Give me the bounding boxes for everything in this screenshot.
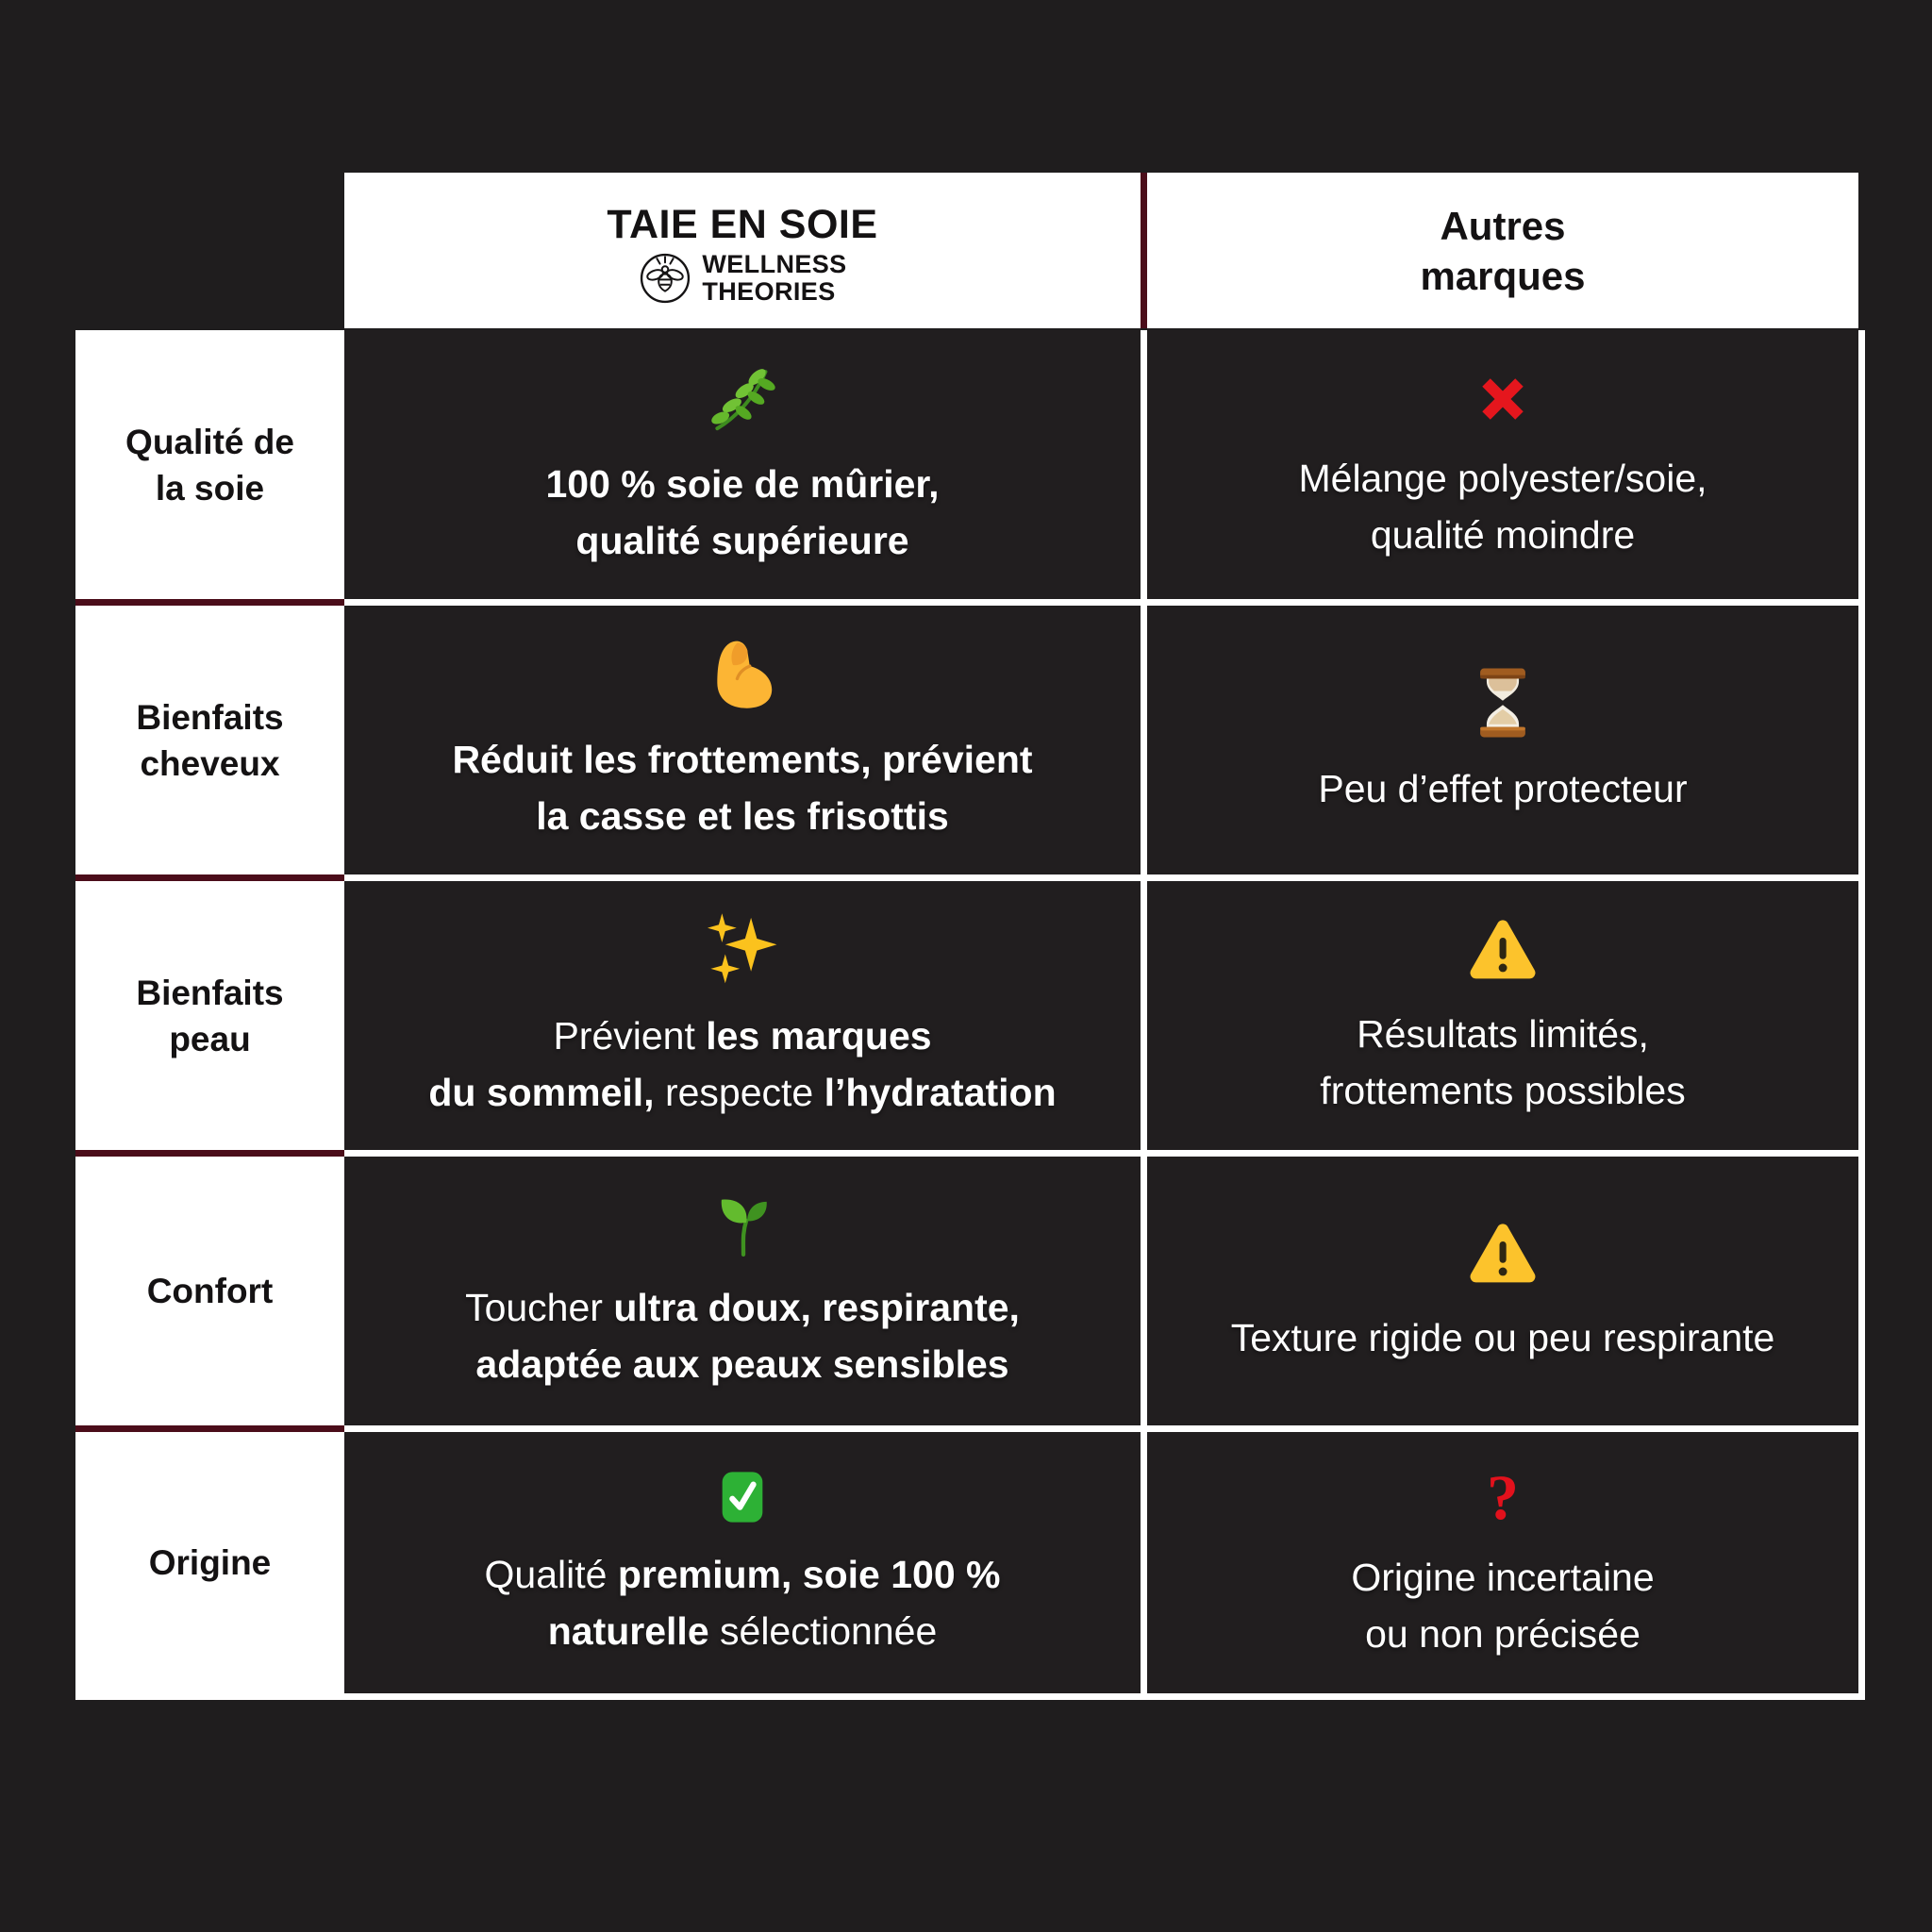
row-label-line: Qualité de xyxy=(125,422,294,461)
header-others-cell: Autres marques xyxy=(1147,173,1858,328)
header-brand-cell: TAIE EN SOIE WELLNESS THEORIES xyxy=(344,173,1147,328)
cell-text-line: adaptée aux peaux sensibles xyxy=(475,1341,1009,1386)
others-cell-bienfaits-peau: Résultats limités, frottements possibles xyxy=(1147,881,1865,1157)
brand-cell-bienfaits-peau: Prévient les marques du sommeil, respecte… xyxy=(344,881,1147,1157)
table-row-confort: Confort Toucher ultra doux, respirante, a… xyxy=(75,1157,1865,1432)
cell-text: Toucher ultra doux, respirante, adaptée a… xyxy=(465,1279,1020,1392)
row-label-line: cheveux xyxy=(140,743,280,783)
cross-mark-icon xyxy=(1471,367,1535,431)
table-row-qualite-de-la-soie: Qualité de la soie 100 % soie de mûrier, q… xyxy=(75,330,1865,606)
red-question-icon: ? xyxy=(1487,1460,1519,1533)
row-label-qualite-de-la-soie: Qualité de la soie xyxy=(75,330,344,606)
row-label-bienfaits-peau: Bienfaits peau xyxy=(75,881,344,1157)
others-cell-confort: Texture rigide ou peu respirante xyxy=(1147,1157,1865,1432)
cell-text-line: du sommeil, respecte l’hydratation xyxy=(428,1070,1057,1114)
brand-cell-confort: Toucher ultra doux, respirante, adaptée a… xyxy=(344,1157,1147,1432)
cell-text-line: ou non précisée xyxy=(1365,1611,1641,1656)
cell-text-line: Texture rigide ou peu respirante xyxy=(1230,1315,1775,1359)
warning-icon xyxy=(1466,913,1540,987)
cell-text-line: Résultats limités, xyxy=(1357,1011,1649,1056)
others-cell-bienfaits-cheveux: Peu d’effet protecteur xyxy=(1147,606,1865,881)
table-row-bienfaits-peau: Bienfaits peau Prévient les marques du som… xyxy=(75,881,1865,1157)
brand-cell-bienfaits-cheveux: Réduit les frottements, prévient la casse… xyxy=(344,606,1147,881)
brand-name-line1: WELLNESS xyxy=(702,249,847,278)
brand-name-line2: THEORIES xyxy=(702,276,836,306)
brand-cell-origine: Qualité premium, soie 100 % naturelle sél… xyxy=(344,1432,1147,1700)
row-label-bienfaits-cheveux: Bienfaits cheveux xyxy=(75,606,344,881)
table-header-row: TAIE EN SOIE WELLNESS THEORIES xyxy=(344,173,1865,328)
comparison-table: TAIE EN SOIE WELLNESS THEORIES xyxy=(75,173,1865,1700)
cell-text-line: naturelle sélectionnée xyxy=(547,1608,938,1653)
others-header-line2: marques xyxy=(1420,253,1586,298)
row-label-line: la soie xyxy=(155,468,265,508)
cell-text-line: qualité supérieure xyxy=(575,518,909,562)
cell-text: Peu d’effet protecteur xyxy=(1318,760,1687,817)
seedling-icon xyxy=(708,1191,777,1260)
flexed-biceps-icon xyxy=(705,637,780,712)
cell-text: Mélange polyester/soie, qualité moindre xyxy=(1298,450,1707,563)
cell-text-line: Toucher ultra doux, respirante, xyxy=(465,1285,1020,1329)
brand-cell-qualite-de-la-soie: 100 % soie de mûrier, qualité supérieure xyxy=(344,330,1147,606)
cell-text-line: Origine incertaine xyxy=(1351,1555,1655,1599)
hourglass-icon xyxy=(1464,664,1541,741)
table-row-bienfaits-cheveux: Bienfaits cheveux Réduit les frottements,… xyxy=(75,606,1865,881)
cell-text-line: la casse et les frisottis xyxy=(536,793,949,838)
row-label-line: Origine xyxy=(148,1543,272,1582)
cell-text: 100 % soie de mûrier, qualité supérieure xyxy=(545,456,939,569)
table-body: Qualité de la soie 100 % soie de mûrier, q… xyxy=(75,330,1865,1700)
herb-icon xyxy=(705,361,780,437)
check-mark-icon xyxy=(712,1467,773,1527)
cell-text: Qualité premium, soie 100 % naturelle sél… xyxy=(485,1546,1001,1659)
warning-icon xyxy=(1466,1217,1540,1291)
others-header-line1: Autres xyxy=(1440,203,1566,248)
brand-name: WELLNESS THEORIES xyxy=(702,249,847,306)
sparkles-icon xyxy=(704,911,781,989)
row-label-confort: Confort xyxy=(75,1157,344,1432)
row-label-line: Bienfaits xyxy=(136,697,284,737)
cell-text: Prévient les marques du sommeil, respecte… xyxy=(428,1008,1056,1121)
cell-text-line: frottements possibles xyxy=(1320,1068,1686,1112)
cell-text-line: Prévient les marques xyxy=(553,1013,932,1058)
brand-lockup: WELLNESS THEORIES xyxy=(638,249,847,306)
cell-text-line: 100 % soie de mûrier, xyxy=(545,461,940,506)
cell-text: Résultats limités, frottements possibles xyxy=(1320,1006,1685,1119)
cell-text-line: Réduit les frottements, prévient xyxy=(452,737,1033,781)
row-label-line: Bienfaits xyxy=(136,973,284,1012)
bee-logo-icon xyxy=(638,251,692,306)
cell-text-line: Peu d’effet protecteur xyxy=(1318,766,1688,810)
cell-text-line: Qualité premium, soie 100 % xyxy=(484,1552,1001,1596)
others-cell-qualite-de-la-soie: Mélange polyester/soie, qualité moindre xyxy=(1147,330,1865,606)
row-label-line: peau xyxy=(169,1019,251,1058)
cell-text-line: Mélange polyester/soie, xyxy=(1298,456,1707,500)
others-cell-origine: ? Origine incertaine ou non précisée xyxy=(1147,1432,1865,1700)
brand-title: TAIE EN SOIE xyxy=(607,201,878,247)
table-row-origine: Origine Qualité premium, soie 100 % natur… xyxy=(75,1432,1865,1700)
row-label-origine: Origine xyxy=(75,1432,344,1700)
cell-text: Réduit les frottements, prévient la casse… xyxy=(452,731,1032,844)
cell-text: Texture rigide ou peu respirante xyxy=(1231,1309,1775,1366)
row-label-line: Confort xyxy=(146,1272,274,1310)
cell-text-line: qualité moindre xyxy=(1370,512,1636,557)
cell-text: Origine incertaine ou non précisée xyxy=(1351,1549,1654,1662)
